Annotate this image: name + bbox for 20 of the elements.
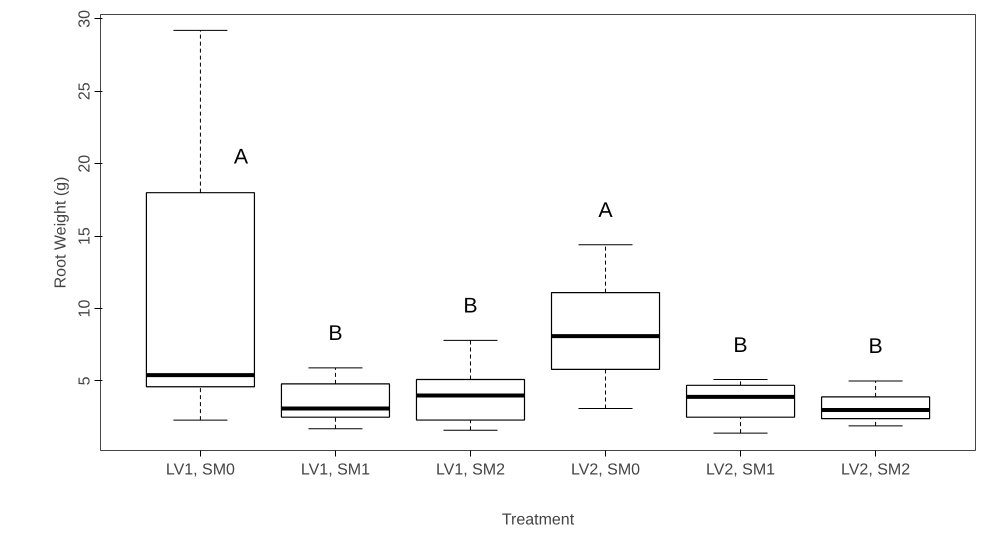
- annotation: A: [234, 144, 249, 168]
- x-axis-title: Treatment: [502, 512, 575, 528]
- x-tick-label: LV2, SM0: [570, 462, 640, 478]
- x-tick-label: LV1, SM0: [166, 462, 236, 478]
- x-tick-label: LV2, SM2: [841, 462, 910, 478]
- annotation: B: [733, 332, 748, 357]
- y-tick-label: 10: [76, 300, 94, 318]
- y-axis-title: Root Weight (g): [52, 176, 70, 288]
- y-tick-label: 15: [76, 227, 94, 246]
- x-tick-label: LV2, SM1: [706, 462, 776, 478]
- x-tick-label: LV1, SM1: [300, 462, 370, 478]
- annotation: B: [868, 334, 883, 358]
- x-tick-label: LV1, SM2: [436, 462, 506, 478]
- y-tick-label: 20: [76, 154, 94, 173]
- y-tick-label: 5: [76, 376, 94, 386]
- y-tick-label: 30: [76, 10, 94, 28]
- annotation: A: [598, 198, 614, 222]
- y-tick-label: 25: [76, 82, 94, 100]
- annotation: B: [463, 294, 478, 318]
- annotation: B: [328, 321, 343, 346]
